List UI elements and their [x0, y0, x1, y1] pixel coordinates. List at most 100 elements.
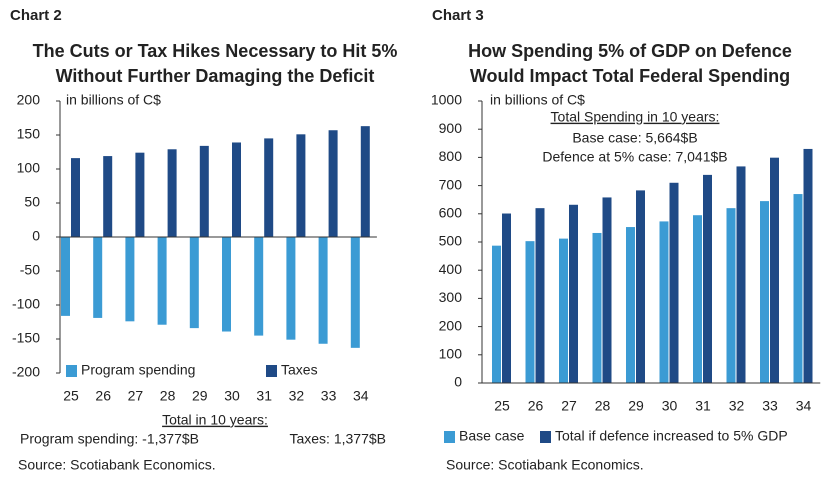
legend-label: Taxes	[281, 362, 318, 378]
bar	[318, 237, 328, 344]
bar	[803, 148, 813, 383]
bar	[502, 213, 511, 383]
legend-label: Base case	[459, 428, 525, 444]
bar	[669, 182, 679, 383]
bar	[61, 237, 70, 316]
legend-swatch	[444, 431, 455, 443]
legend-label: Program spending	[81, 362, 195, 378]
annotation: Base case: 5,664$B	[572, 130, 697, 146]
bar	[93, 237, 103, 318]
bar	[636, 190, 645, 383]
legend-label: Total if defence increased to 5% GDP	[555, 428, 788, 444]
x-tick-label: 31	[256, 388, 272, 404]
bar	[626, 227, 635, 383]
y-tick-label: -200	[12, 364, 40, 380]
bar	[569, 204, 578, 383]
x-tick-label: 29	[192, 388, 208, 404]
y-tick-label: 100	[439, 346, 463, 362]
x-tick-label: 26	[528, 398, 544, 414]
bar	[222, 237, 231, 332]
chart-title: Without Further Damaging the Deficit	[56, 66, 375, 86]
y-tick-label: 700	[439, 176, 463, 192]
x-tick-label: 34	[796, 398, 812, 414]
legend-swatch	[540, 431, 551, 443]
bar	[232, 142, 241, 237]
chart: Chart 3 How Spending 5% of GDP on Defence…	[431, 7, 821, 473]
y-axis-title: in billions of C$	[66, 92, 161, 108]
bar	[360, 126, 370, 237]
bar	[592, 232, 602, 383]
bar	[726, 208, 736, 383]
chart-label: Chart 3	[432, 7, 484, 24]
bar	[157, 237, 167, 325]
bar	[703, 174, 712, 383]
x-tick-label: 28	[595, 398, 611, 414]
source: Source: Scotiabank Economics.	[446, 457, 644, 473]
bar	[135, 152, 145, 237]
bar	[328, 130, 338, 237]
y-tick-label: 200	[17, 92, 41, 108]
bar	[760, 201, 769, 383]
x-tick-label: 25	[63, 388, 79, 404]
y-tick-label: 1000	[431, 92, 462, 108]
x-tick-label: 33	[321, 388, 337, 404]
y-tick-label: 150	[17, 126, 41, 142]
bar	[770, 157, 779, 383]
y-tick-label: 900	[439, 120, 463, 136]
annotation: Defence at 5% case: 7,041$B	[542, 149, 727, 165]
bar	[525, 241, 535, 383]
legend-swatch	[266, 365, 277, 377]
bar	[199, 145, 209, 237]
x-tick-label: 26	[95, 388, 111, 404]
bar	[264, 138, 274, 237]
annotation: Taxes: 1,377$B	[289, 431, 386, 447]
chart-title: The Cuts or Tax Hikes Necessary to Hit 5…	[33, 41, 398, 61]
x-tick-label: 33	[762, 398, 778, 414]
bar	[736, 166, 746, 383]
legend-swatch	[66, 365, 77, 377]
bar	[167, 149, 177, 237]
x-tick-label: 29	[628, 398, 644, 414]
bar	[559, 238, 568, 383]
y-tick-label: 100	[17, 160, 41, 176]
x-tick-label: 25	[494, 398, 510, 414]
y-tick-label: -100	[12, 296, 40, 312]
bar	[103, 156, 113, 237]
chart-title: Would Impact Total Federal Spending	[470, 66, 790, 86]
bar	[296, 134, 306, 237]
bar	[793, 194, 803, 383]
y-axis-title: in billions of C$	[490, 92, 585, 108]
bar	[659, 221, 669, 383]
bar	[189, 237, 199, 329]
y-tick-label: 600	[439, 205, 463, 221]
chart-title: How Spending 5% of GDP on Defence	[468, 41, 792, 61]
bar	[535, 208, 545, 383]
annotation: Program spending: -1,377$B	[20, 431, 199, 447]
bar	[492, 245, 501, 383]
x-tick-label: 34	[353, 388, 369, 404]
x-tick-label: 32	[729, 398, 745, 414]
bar	[286, 237, 296, 340]
y-tick-label: 400	[439, 261, 463, 277]
y-tick-label: 800	[439, 148, 463, 164]
chart: Chart 2 The Cuts or Tax Hikes Necessary t…	[10, 7, 397, 473]
bar	[350, 237, 360, 348]
x-tick-label: 27	[561, 398, 577, 414]
bar	[693, 215, 702, 383]
annotation: Total Spending in 10 years:	[551, 109, 720, 125]
bar	[254, 237, 264, 336]
source: Source: Scotiabank Economics.	[18, 457, 216, 473]
y-tick-label: 500	[439, 233, 463, 249]
annotation: Total in 10 years:	[162, 412, 268, 428]
y-tick-label: 300	[439, 289, 463, 305]
x-tick-label: 27	[128, 388, 144, 404]
x-tick-label: 30	[224, 388, 240, 404]
bar	[602, 197, 612, 383]
y-tick-label: -50	[20, 262, 40, 278]
y-tick-label: 0	[454, 374, 462, 390]
bar	[71, 158, 80, 237]
chart-label: Chart 2	[10, 7, 62, 24]
y-tick-label: 0	[32, 228, 40, 244]
x-tick-label: 30	[662, 398, 678, 414]
x-tick-label: 28	[160, 388, 176, 404]
